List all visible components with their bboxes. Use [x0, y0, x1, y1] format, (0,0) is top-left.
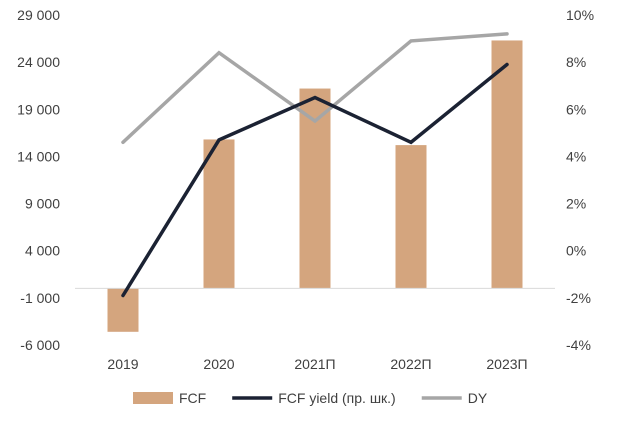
right-tick-label: 8% [566, 54, 586, 70]
right-tick-label: 0% [566, 243, 586, 259]
left-tick-label: 14 000 [17, 148, 60, 164]
bar-fcf-2 [299, 88, 331, 289]
line-fcf-yield [121, 62, 509, 298]
legend: FCF FCF yield (пр. шк.) DY [133, 390, 488, 406]
bar-series [107, 40, 523, 332]
category-label: 2022П [390, 356, 431, 372]
category-labels: 2019 2020 2021П 2022П 2023П [107, 356, 527, 372]
left-tick-label: 24 000 [17, 54, 60, 70]
legend-swatch-fcf [133, 392, 173, 404]
left-tick-label: 9 000 [25, 196, 60, 212]
line-dy [121, 32, 509, 145]
category-label: 2020 [203, 356, 234, 372]
right-tick-label: 2% [566, 196, 586, 212]
left-tick-label: -1 000 [20, 290, 60, 306]
legend-label: FCF [179, 390, 206, 406]
right-tick-label: -2% [566, 290, 591, 306]
right-axis-tick-labels: 10% 8% 6% 4% 2% 0% -2% -4% [566, 7, 594, 353]
left-axis-tick-labels: 29 000 24 000 19 000 14 000 9 000 4 000 -1 000… [17, 7, 60, 353]
category-label: 2021П [294, 356, 335, 372]
category-label: 2019 [107, 356, 138, 372]
line-series [121, 32, 509, 298]
category-label: 2023П [486, 356, 527, 372]
bar-fcf-4 [491, 40, 523, 289]
left-tick-label: 19 000 [17, 101, 60, 117]
legend-label: FCF yield (пр. шк.) [278, 390, 396, 406]
bar-fcf-3 [395, 145, 427, 289]
right-tick-label: 6% [566, 101, 586, 117]
legend-label: DY [468, 390, 488, 406]
bar-fcf-1 [203, 139, 235, 289]
left-tick-label: 4 000 [25, 243, 60, 259]
right-tick-label: -4% [566, 337, 591, 353]
right-tick-label: 10% [566, 7, 594, 23]
right-tick-label: 4% [566, 148, 586, 164]
left-tick-label: -6 000 [20, 337, 60, 353]
left-tick-label: 29 000 [17, 7, 60, 23]
